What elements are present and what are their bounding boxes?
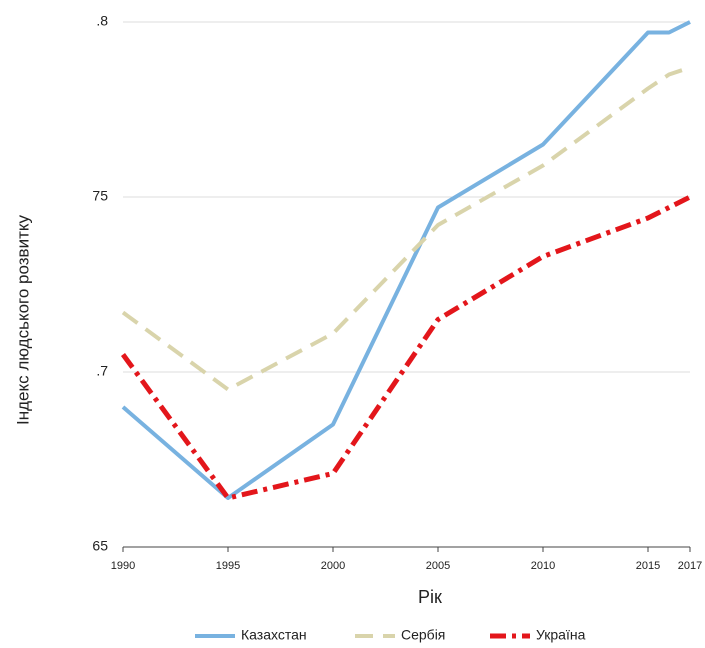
- x-tick-label: 2005: [426, 560, 450, 572]
- y-tick-label: 75: [92, 188, 108, 204]
- y-tick-label: 65: [92, 538, 108, 554]
- x-tick-label: 1995: [216, 560, 240, 572]
- legend-label: Сербія: [401, 627, 445, 643]
- x-tick-label: 2015: [636, 560, 660, 572]
- series-line: [120, 194, 692, 501]
- x-tick-label: 1990: [111, 560, 135, 572]
- legend-label: Казахстан: [241, 627, 307, 643]
- x-tick-label: 2000: [321, 560, 345, 572]
- x-tick-label: 2010: [531, 560, 555, 572]
- y-tick-label: .8: [96, 13, 108, 29]
- x-axis-label: Рік: [418, 587, 442, 607]
- series-line: [121, 65, 691, 392]
- legend-label: Україна: [536, 627, 586, 643]
- x-tick-label: 2017: [678, 560, 702, 572]
- y-tick-label: .7: [96, 363, 108, 379]
- y-axis-label: Індекс людського розвитку: [13, 215, 32, 425]
- series-line: [121, 20, 691, 500]
